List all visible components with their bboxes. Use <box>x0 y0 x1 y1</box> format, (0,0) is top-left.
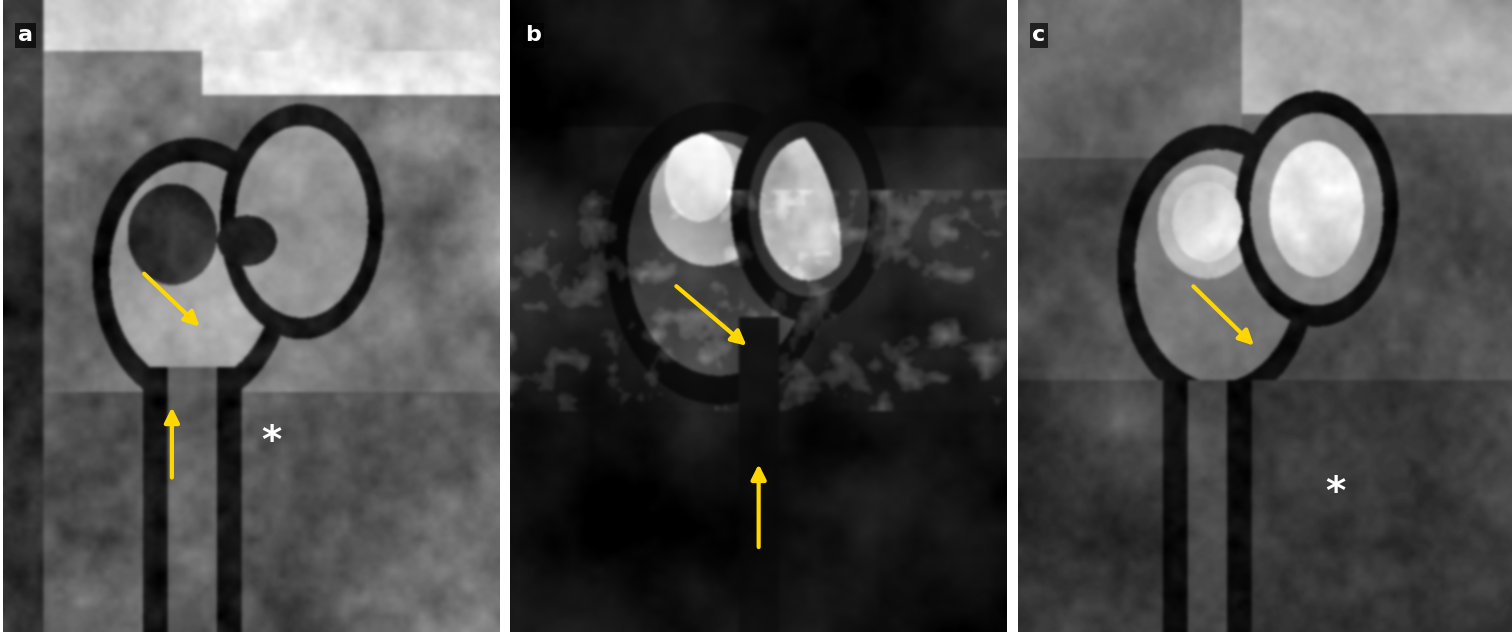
Text: a: a <box>18 25 33 46</box>
Text: *: * <box>262 423 281 461</box>
Text: b: b <box>525 25 541 46</box>
Text: *: * <box>1326 474 1346 512</box>
Text: c: c <box>1033 25 1046 46</box>
